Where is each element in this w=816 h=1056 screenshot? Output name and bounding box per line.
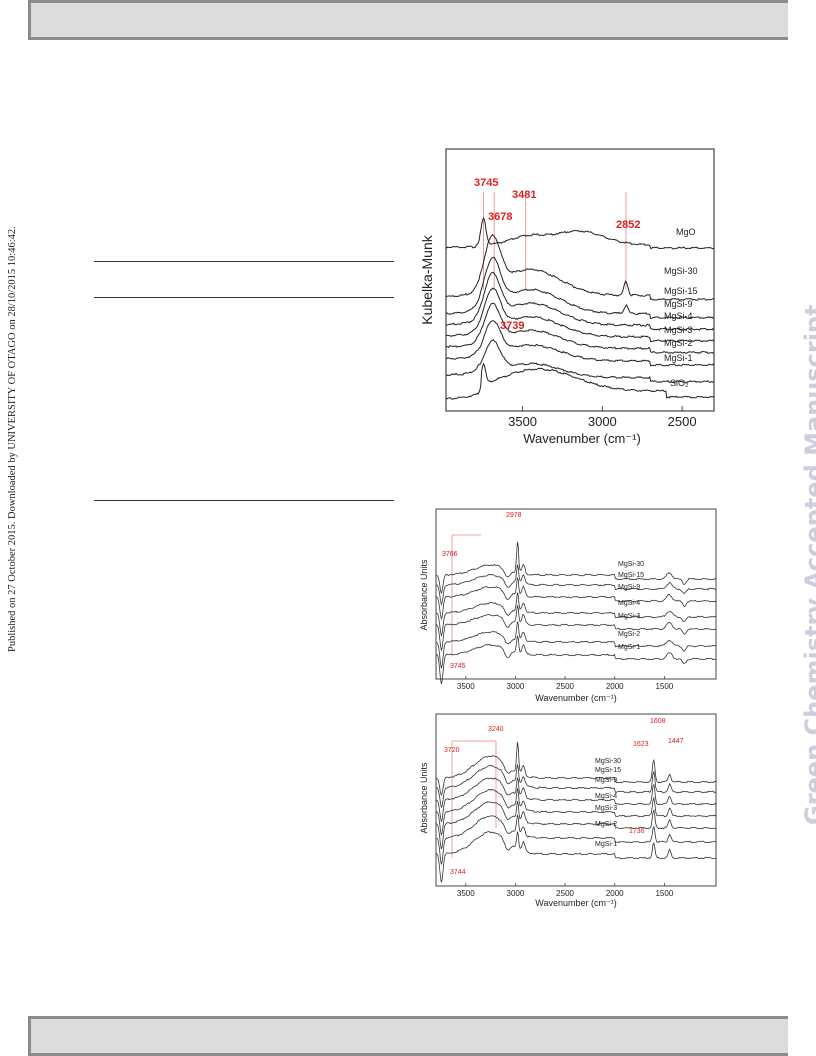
- peak-label-3481: 3481: [512, 189, 536, 201]
- watermark-text: Green Chemistry Accepted Manuscript: [800, 304, 816, 825]
- series-label-mgsi-30: MgSi-30: [664, 266, 698, 276]
- x-axis-label: Wavenumber (cm⁻¹): [535, 898, 616, 908]
- peak-label-3720: 3720: [444, 747, 460, 754]
- watermark: Green Chemistry Accepted Manuscript: [766, 230, 816, 830]
- series-line-mgsi-2: [445, 320, 715, 367]
- footer-bar: [28, 1016, 788, 1056]
- series-line-mgsi-4: [445, 287, 715, 343]
- series-label-mgsi-9: MgSi-9: [664, 299, 693, 309]
- series-label-mgsi-9: MgSi-9: [595, 777, 617, 784]
- series-label-mgsi-15: MgSi-15: [618, 572, 644, 579]
- peak-label-3766: 3766: [442, 551, 458, 558]
- series-line-mgsi-9: [435, 577, 717, 620]
- series-line-mgsi-9: [445, 271, 715, 331]
- figure-ir-a-svg: 3500 3000 2500 2000 1500 Absorbance Units Wa…: [419, 508, 717, 703]
- series-line-sio: [445, 362, 715, 400]
- series-label-mgsi-15: MgSi-15: [664, 286, 698, 296]
- series-line-mgo: [445, 217, 715, 250]
- peak-label-1623: 1623: [633, 741, 649, 748]
- peak-label-3745: 3745: [450, 663, 466, 670]
- x-tick-label-1500: 1500: [655, 889, 673, 898]
- x-tick-label-2500: 2500: [668, 414, 697, 429]
- series-label-mgo: MgO: [676, 227, 696, 237]
- series-label-sio2: SiO₂: [670, 378, 689, 388]
- peak-label-3745: 3745: [474, 177, 498, 189]
- series-label-mgsi-3: MgSi-3: [595, 805, 617, 812]
- x-axis-label: Wavenumber (cm⁻¹): [535, 693, 616, 703]
- peak-label-2978: 2978: [506, 512, 522, 519]
- figure-ir-a: 3500 3000 2500 2000 1500 Absorbance Units Wa…: [414, 505, 720, 705]
- table-rule-mid: [94, 297, 394, 298]
- x-tick-label-2500: 2500: [556, 889, 574, 898]
- publication-note: Published on 27 October 2015. Downloaded…: [4, 200, 24, 660]
- series-label-mgsi-2: MgSi-2: [618, 631, 640, 638]
- series-label-mgsi-3: MgSi-3: [618, 613, 640, 620]
- x-tick-label-3500: 3500: [508, 414, 537, 429]
- series-line-mgsi-15: [445, 256, 714, 320]
- series-label-mgsi-1: MgSi-1: [618, 644, 640, 651]
- series-line-mgsi-30: [435, 541, 717, 595]
- series-label-mgsi-4: MgSi-4: [595, 793, 617, 800]
- series-label-mgsi-9: MgSi-9: [618, 584, 640, 591]
- series-line-mgsi-1: [435, 635, 717, 685]
- peak-label-1447: 1447: [668, 738, 684, 745]
- peak-label-1736: 1736: [629, 828, 645, 835]
- table-rule-top: [94, 261, 394, 262]
- plot-frame: [435, 713, 717, 887]
- plot-frame: [445, 148, 715, 412]
- header-bar: [28, 0, 788, 40]
- series-label-mgsi-15: MgSi-15: [595, 767, 621, 774]
- series-label-mgsi-2: MgSi-2: [595, 821, 617, 828]
- peak-label-3739: 3739: [500, 320, 524, 332]
- series-line-mgsi-15: [435, 564, 717, 606]
- y-axis-label: Kubelka-Munk: [419, 234, 435, 324]
- x-tick-label-2000: 2000: [606, 682, 624, 691]
- series-line-mgsi-4: [435, 788, 717, 837]
- series-line-mgsi-15: [435, 764, 717, 809]
- series-line-mgsi-30: [445, 233, 715, 301]
- x-tick-label-2500: 2500: [556, 682, 574, 691]
- peak-label-1608: 1608: [650, 718, 666, 725]
- figure-drifts: 3500 3000 2500 Kubelka-Munk Wavenumber (cm…: [408, 140, 720, 450]
- series-label-mgsi-4: MgSi-4: [664, 311, 693, 321]
- series-label-mgsi-4: MgSi-4: [618, 600, 640, 607]
- x-tick-label-3000: 3000: [507, 889, 525, 898]
- y-axis-label: Absorbance Units: [419, 559, 429, 631]
- peak-label-3678: 3678: [488, 211, 512, 223]
- y-axis-label: Absorbance Units: [419, 762, 429, 834]
- series-label-mgsi-1: MgSi-1: [664, 353, 693, 363]
- series-label-mgsi-1: MgSi-1: [595, 841, 617, 848]
- series-line-mgsi-4: [435, 592, 717, 637]
- series-label-mgsi-3: MgSi-3: [664, 325, 693, 335]
- series-line-mgsi-2: [435, 621, 716, 669]
- series-line-mgsi-3: [446, 302, 715, 354]
- plot-frame: [435, 508, 717, 680]
- figure-ir-b: 3500 3000 2500 2000 1500 Absorbance Units Wa…: [414, 708, 720, 910]
- peak-label-3744: 3744: [450, 869, 466, 876]
- figure-ir-b-svg: 3500 3000 2500 2000 1500 Absorbance Units Wa…: [419, 713, 717, 908]
- x-tick-label-2000: 2000: [606, 889, 624, 898]
- x-tick-label-1500: 1500: [655, 682, 673, 691]
- series-line-mgsi-1: [446, 339, 715, 384]
- series-label-mgsi-30: MgSi-30: [618, 561, 644, 568]
- series-line-mgsi-3: [435, 605, 717, 652]
- table-rule-bottom: [94, 500, 394, 501]
- figure-drifts-svg: 3500 3000 2500 Kubelka-Munk Wavenumber (cm…: [419, 148, 715, 446]
- series-line-mgsi-9: [435, 777, 717, 823]
- publication-note-text: Published on 27 October 2015. Downloaded…: [7, 226, 18, 652]
- series-label-mgsi-30: MgSi-30: [595, 758, 621, 765]
- x-tick-label-3500: 3500: [457, 682, 475, 691]
- series-line-mgsi-30: [435, 742, 716, 797]
- peak-label-3240: 3240: [488, 726, 504, 733]
- series-label-mgsi-2: MgSi-2: [664, 338, 693, 348]
- peak-label-2852: 2852: [616, 219, 640, 231]
- x-axis-label: Wavenumber (cm⁻¹): [523, 431, 641, 446]
- x-tick-label-3000: 3000: [588, 414, 617, 429]
- series-line-mgsi-3: [435, 800, 717, 850]
- x-tick-label-3000: 3000: [507, 682, 525, 691]
- x-tick-label-3500: 3500: [457, 889, 475, 898]
- series-line-mgsi-2: [435, 814, 717, 865]
- series-line-mgsi-1: [435, 831, 717, 883]
